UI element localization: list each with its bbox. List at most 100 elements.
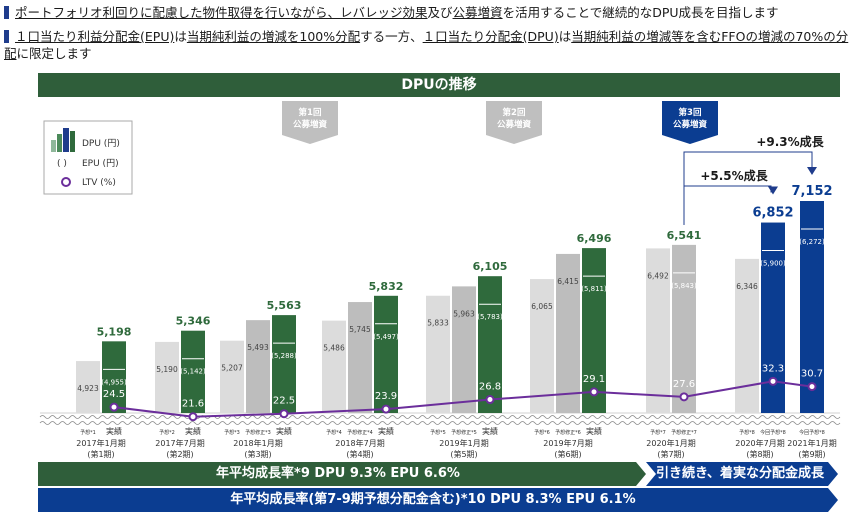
bar-category-tag: 今回予想*8 [799, 429, 825, 436]
bar-value-label: 5,833 [427, 319, 449, 328]
text-part: 公募増資 [452, 5, 503, 20]
period-number: (第5期) [450, 449, 477, 459]
bar-category-tag: 実績 [378, 426, 394, 436]
axis-break-line [39, 421, 841, 425]
bar-category-tag: 今回予想*8 [760, 429, 786, 436]
text-part: １口当たり利益分配金(EPU) [15, 29, 175, 44]
text-part: レバレッジ効果 [340, 5, 428, 20]
period-group: 5,486 予想*4 5,745 予想修正*4 5,832 (5,497) 実績 2018年7… [322, 280, 403, 459]
bar-category-tag: 予想*1 [80, 429, 96, 436]
period-group: 5,190 予想*2 5,346 (5,142) 実績 2017年7月期(第2期) [155, 315, 211, 459]
text-part: 当期純利益の増減等を含むFFOの増減の70%の分配 [4, 29, 849, 61]
bar [426, 295, 450, 413]
epu-label: (5,288) [271, 352, 297, 360]
period-label: 2020年7月期 [735, 438, 784, 448]
ltv-label: 22.5 [273, 396, 295, 407]
period-number: (第3期) [244, 449, 271, 459]
bar-category-tag: 予想修正*7 [671, 429, 697, 436]
bar-value-label: 6,065 [531, 302, 553, 311]
header-bullet-1: ポートフォリオ利回りに配慮した物件取得を行いながら、レバレッジ効果及び公募増資を… [4, 4, 779, 21]
bullet-marker [4, 6, 9, 19]
ltv-point [279, 409, 289, 419]
ltv-label: 23.9 [375, 391, 397, 402]
ltv-point [768, 376, 778, 386]
offering-arrow [662, 101, 718, 144]
bar-category-tag: 実績 [276, 426, 292, 436]
bar-category-tag: 予想修正*6 [555, 429, 581, 436]
offering-label: 公募増資 [293, 119, 328, 130]
period-number: (第1期) [87, 449, 114, 459]
bar-value-label: 5,198 [97, 325, 132, 338]
bar-value-label: 6,346 [736, 282, 758, 291]
bar [556, 253, 580, 413]
ltv-label: 24.5 [103, 389, 125, 400]
bar [102, 341, 126, 413]
epu-label: (5,142) [180, 368, 206, 376]
epu-label: (5,497) [373, 333, 399, 341]
footer-arrow-shape [646, 462, 838, 486]
period-group: 4,923 予想*1 5,198 (4,955) 実績 2017年1月期(第1期) [76, 325, 131, 459]
axis-break-line [39, 415, 841, 419]
offering-label: 第3回 [679, 107, 702, 118]
text-part: は [174, 29, 187, 44]
period-number: (第4期) [346, 449, 373, 459]
period-label: 2021年1月期 [787, 438, 836, 448]
bar-value-label: 6,105 [473, 260, 508, 273]
epu-label: (5,843) [671, 282, 697, 290]
period-group: 7,152 (6,272) 今回予想*8 2021年1月期(第9期) [787, 184, 836, 459]
bar-value-label: 6,852 [752, 206, 793, 221]
bar-value-label: 5,745 [349, 325, 371, 334]
bar [272, 315, 296, 413]
legend-dpu-icon-bar [57, 134, 62, 152]
bar [478, 276, 502, 413]
bar-category-tag: 予想*4 [326, 429, 342, 436]
axis-break-band [40, 417, 840, 423]
text-part: 当期純利益の増減を100%分配 [186, 29, 361, 44]
offering-arrow [282, 101, 338, 144]
bar-value-label: 6,492 [647, 271, 669, 280]
period-label: 2018年1月期 [233, 438, 282, 448]
bar [452, 286, 476, 413]
bar-category-tag: 予想修正*5 [451, 429, 477, 436]
ltv-point [679, 392, 689, 402]
footer-bar-cagr: 年平均成長率*9 DPU 9.3% EPU 6.6% [216, 466, 460, 481]
bar [76, 361, 100, 413]
bar-category-tag: 予想*7 [650, 429, 666, 436]
axis-break [39, 415, 841, 425]
period-group: 6,065 予想*6 6,415 予想修正*6 6,496 (5,811) 実績 2019年7… [530, 232, 612, 459]
period-number: (第7期) [657, 449, 684, 459]
bar [181, 330, 205, 413]
ltv-point [807, 382, 817, 392]
offering-label: 公募増資 [673, 119, 708, 130]
bar [322, 320, 346, 413]
period-number: (第8期) [746, 449, 773, 459]
bar-value-label: 6,541 [667, 229, 702, 242]
epu-label: (5,783) [477, 313, 503, 321]
ltv-label: 30.7 [801, 369, 823, 380]
epu-label: (5,811) [581, 285, 607, 293]
legend-label: DPU (円) [82, 138, 120, 149]
growth-callouts: +5.5%成長 +9.3%成長 [683, 134, 825, 225]
bar-category-tag: 実績 [106, 426, 122, 436]
growth-label: +9.3%成長 [756, 134, 824, 149]
bar-value-label: 5,493 [247, 343, 269, 352]
period-label: 2019年7月期 [543, 438, 592, 448]
chart-title: DPUの推移 [38, 73, 840, 97]
bar-category-tag: 予想修正*3 [245, 429, 271, 436]
bar-category-tag: 予想*3 [224, 429, 240, 436]
header-bullet-2: １口当たり利益分配金(EPU)は当期純利益の増減を100%分配する一方、１口当た… [4, 28, 852, 62]
bar-category-tag: 予想*5 [430, 429, 446, 436]
period-group: 6,492 予想*7 6,541 (5,843) 予想修正*7 2020年1月期(第7期) [646, 229, 701, 459]
bar [582, 248, 606, 413]
period-label: 2020年1月期 [646, 438, 695, 448]
text-part: する一方、 [360, 29, 423, 44]
bar-value-label: 6,415 [557, 277, 579, 286]
offering-label: 公募増資 [497, 119, 532, 130]
text-part: は [558, 29, 572, 44]
period-group: 5,833 予想*5 5,963 予想修正*5 6,105 (5,783) 実績 2019年1… [426, 260, 507, 459]
epu-label: (4,955) [101, 378, 127, 386]
ltv-point [589, 387, 599, 397]
period-group: 5,207 予想*3 5,493 予想修正*3 5,563 (5,288) 実績 2018年1… [220, 299, 301, 459]
text-part: ポートフォリオ利回りに配慮した物件取得を行いながら、 [15, 5, 341, 20]
legend-box [43, 120, 133, 195]
